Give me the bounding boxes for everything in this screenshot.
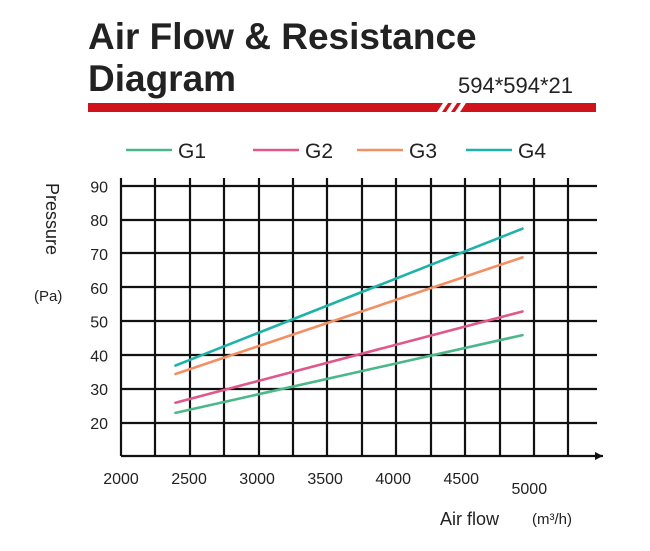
y-tick-label: 80: [90, 213, 108, 230]
y-tick-label: 20: [90, 416, 108, 433]
y-tick-labels: 20 30 40 50 60 70 80 90: [90, 179, 108, 433]
accent-bar: [88, 101, 596, 115]
title-line-2: Diagram: [88, 58, 237, 99]
y-tick-label: 50: [90, 315, 108, 332]
legend: G1 G2 G3 G4: [126, 140, 546, 163]
x-tick-label: 3500: [307, 471, 343, 488]
y-tick-label: 60: [90, 281, 108, 298]
x-axis-unit: (m³/h): [532, 511, 572, 528]
x-tick-label: 4000: [375, 471, 411, 488]
y-axis-label: Pressure: [42, 183, 62, 255]
y-tick-label: 30: [90, 382, 108, 399]
x-tick-label: 2000: [103, 471, 139, 488]
x-tick-label: 4500: [443, 471, 479, 488]
filter-size-label: 594*594*21: [458, 73, 574, 98]
y-tick-label: 40: [90, 348, 108, 365]
grid-lines: [119, 178, 597, 456]
x-tick-label: 2500: [171, 471, 207, 488]
legend-label-g1: G1: [178, 140, 206, 163]
chart-title: Air Flow & Resistance Diagram: [88, 16, 477, 100]
series-lines: [174, 227, 524, 415]
accent-bar-slash-2: [446, 103, 457, 112]
series-line-g2: [174, 310, 524, 405]
axes: [121, 452, 603, 460]
series-line-g4: [174, 227, 524, 367]
series-line-g1: [174, 333, 524, 415]
y-tick-label: 70: [90, 247, 108, 264]
x-axis-label: Air flow: [440, 509, 500, 529]
y-axis-unit: (Pa): [34, 288, 62, 305]
legend-label-g2: G2: [305, 140, 333, 163]
legend-label-g4: G4: [518, 140, 546, 163]
x-tick-label: 3000: [239, 471, 275, 488]
series-line-g3: [174, 256, 524, 376]
accent-bar-slash-3: [455, 103, 466, 112]
accent-bar-slash-1: [437, 103, 448, 112]
x-axis-arrow: [595, 452, 603, 460]
y-tick-label: 90: [90, 179, 108, 196]
title-line-1: Air Flow & Resistance: [88, 16, 477, 57]
x-tick-labels: 2000 2500 3000 3500 4000 4500 5000: [103, 471, 547, 498]
accent-bar-fill: [88, 103, 596, 112]
legend-label-g3: G3: [409, 140, 437, 163]
x-tick-label: 5000: [512, 481, 548, 498]
